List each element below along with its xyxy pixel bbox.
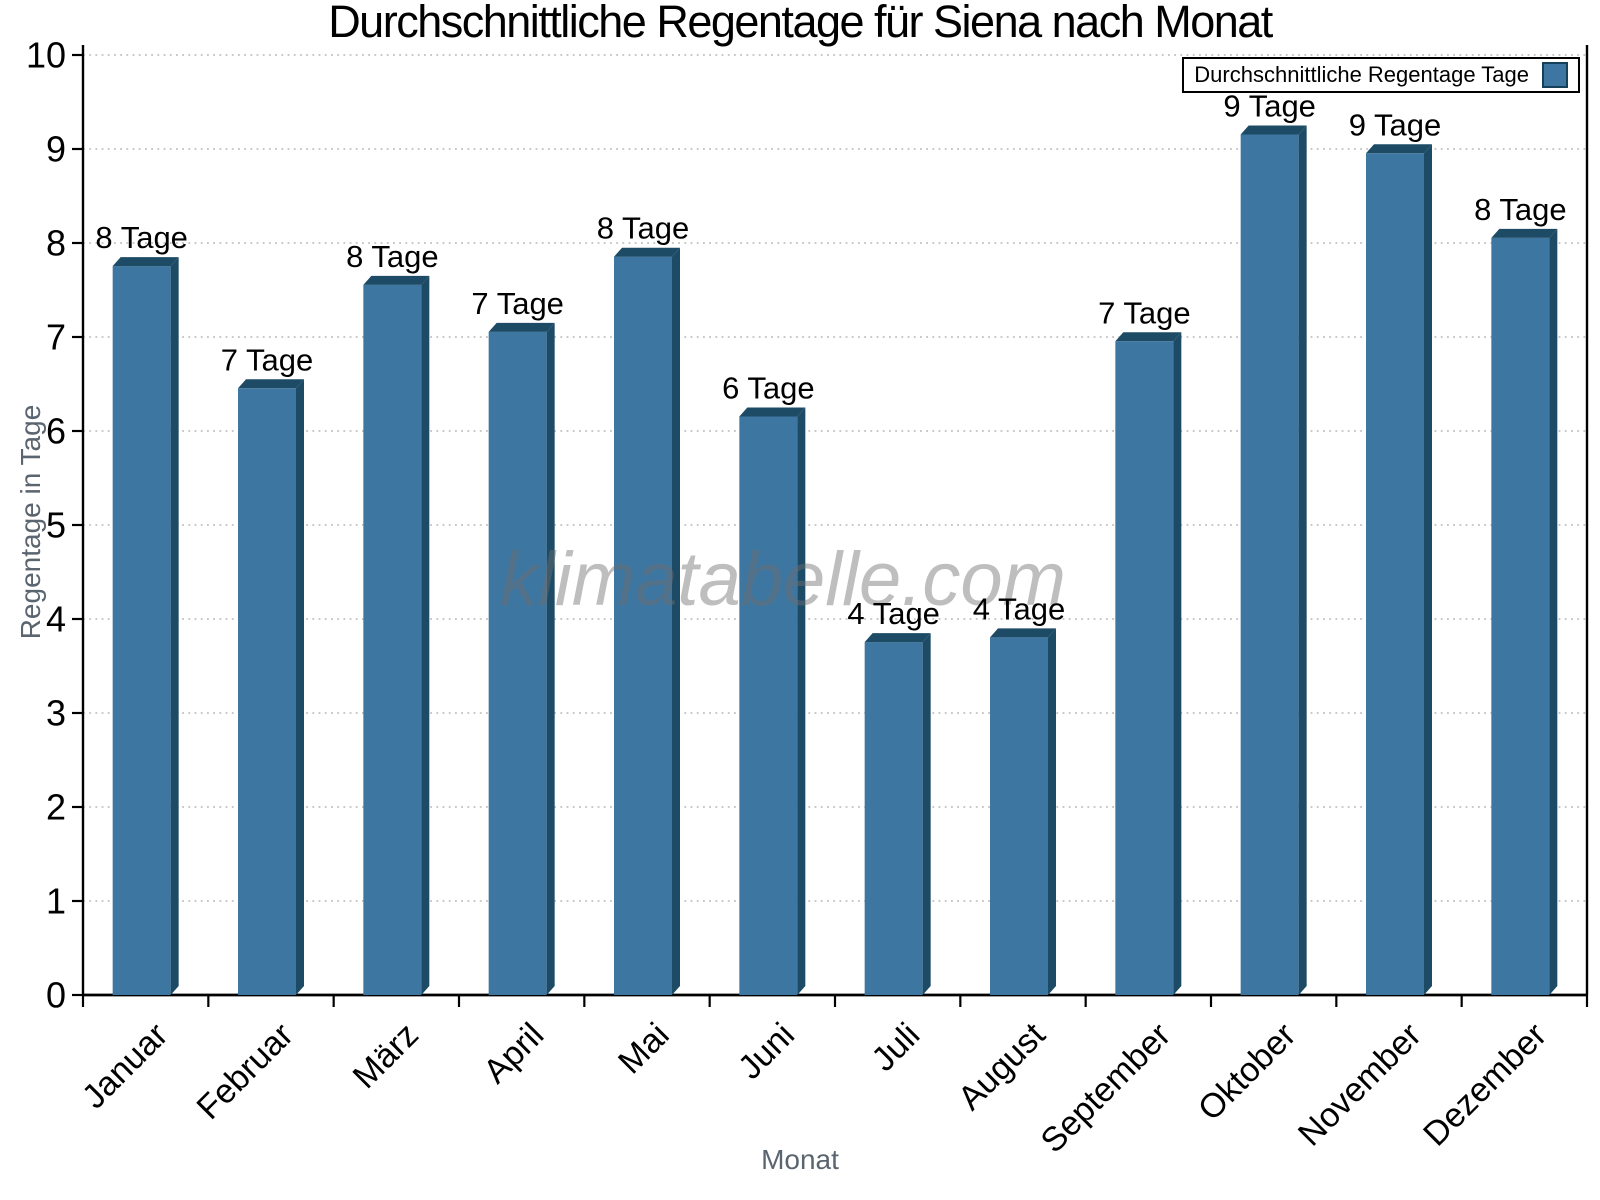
bar-front — [1366, 153, 1424, 996]
bar-November — [1366, 144, 1432, 996]
x-tick-label: Februar — [190, 1016, 301, 1127]
bar-value-label: 9 Tage — [1349, 107, 1442, 142]
bar-top — [1491, 228, 1558, 238]
bar-side — [421, 275, 430, 995]
x-axis-title: Monat — [761, 1144, 839, 1175]
bar-Dezember — [1491, 228, 1558, 995]
y-tick-label: 9 — [46, 129, 66, 170]
x-tick-label: April — [476, 1016, 551, 1091]
x-tick-label: Juni — [731, 1016, 802, 1087]
bar-top — [864, 633, 931, 643]
y-tick-label: 7 — [46, 317, 66, 358]
bar-side — [797, 407, 806, 995]
bar-side — [546, 322, 555, 995]
bar-value-label: 4 Tage — [973, 591, 1066, 626]
x-tick-label: August — [951, 1015, 1053, 1117]
bar-top — [1366, 144, 1432, 154]
bar-front — [112, 266, 171, 996]
bar-top — [1115, 332, 1182, 342]
bar-top — [739, 407, 806, 417]
y-tick-label: 3 — [46, 693, 66, 734]
x-tick-label: Dezember — [1416, 1016, 1554, 1154]
bar-Oktober — [1240, 125, 1307, 995]
bar-value-label: 8 Tage — [95, 220, 188, 255]
y-tick-label: 5 — [46, 505, 66, 546]
bar-value-label: 7 Tage — [221, 342, 314, 377]
bar-front — [864, 642, 923, 995]
bar-side — [1048, 628, 1056, 995]
bar-front — [488, 331, 547, 995]
bar-top — [1240, 125, 1307, 135]
y-tick-label: 4 — [46, 599, 66, 640]
bar-top — [238, 379, 304, 389]
bar-April — [488, 322, 555, 995]
x-tick-label: Mai — [611, 1016, 677, 1082]
legend: Durchschnittliche Regentage Tage — [1182, 57, 1580, 93]
y-tick-label: 2 — [46, 787, 66, 828]
bar-September — [1115, 332, 1182, 995]
bar-value-label: 8 Tage — [346, 239, 439, 274]
bar-value-label: 9 Tage — [1223, 89, 1316, 124]
bar-front — [739, 416, 798, 995]
y-tick-label: 10 — [26, 35, 66, 76]
bar-side — [1298, 125, 1307, 995]
x-tick-label: Oktober — [1191, 1016, 1303, 1128]
bar-side — [672, 247, 680, 995]
bar-value-label: 8 Tage — [597, 211, 690, 246]
x-tick-label: September — [1034, 1016, 1178, 1160]
bar-side — [922, 633, 931, 995]
bar-value-label: 8 Tage — [1474, 192, 1567, 227]
legend-label: Durchschnittliche Regentage Tage — [1194, 62, 1529, 87]
bar-value-label: 7 Tage — [1098, 295, 1191, 330]
bar-Juni — [739, 407, 806, 995]
bar-Mai — [614, 247, 680, 995]
bar-März — [363, 275, 430, 995]
bar-side — [1424, 144, 1432, 996]
bar-value-label: 7 Tage — [471, 286, 564, 321]
bar-front — [1115, 341, 1174, 995]
bar-value-label: 6 Tage — [722, 371, 815, 406]
bar-Juli — [864, 633, 931, 995]
bar-side — [296, 379, 304, 995]
bar-front — [363, 284, 422, 995]
legend-swatch-icon — [1542, 62, 1568, 88]
y-axis-title: Regentage in Tage — [15, 404, 46, 640]
bar-Februar — [238, 379, 304, 995]
bar-value-label: 4 Tage — [847, 596, 940, 631]
bar-front — [238, 388, 296, 995]
bar-top — [363, 275, 430, 285]
bar-Januar — [112, 257, 179, 996]
bar-top — [990, 628, 1056, 638]
y-tick-label: 8 — [46, 223, 66, 264]
watermark: klimatabelle.com — [500, 537, 1066, 622]
x-tick-label: Juli — [864, 1016, 927, 1079]
bar-front — [990, 637, 1048, 995]
x-tick-label: Januar — [75, 1016, 175, 1116]
bar-front — [1240, 134, 1299, 995]
bar-front — [1491, 237, 1550, 995]
x-tick-label: März — [346, 1016, 426, 1096]
bar-top — [112, 257, 179, 267]
bar-side — [1173, 332, 1182, 995]
bar-August — [990, 628, 1056, 995]
bar-side — [1549, 228, 1558, 995]
x-tick-label: November — [1291, 1016, 1429, 1154]
y-tick-label: 0 — [46, 975, 66, 1016]
bar-side — [170, 257, 179, 996]
bar-top — [488, 322, 555, 332]
bar-top — [614, 247, 680, 257]
bar-front — [614, 256, 672, 995]
y-tick-label: 6 — [46, 411, 66, 452]
y-tick-label: 1 — [46, 881, 66, 922]
chart-title: Durchschnittliche Regentage für Siena na… — [328, 0, 1273, 47]
